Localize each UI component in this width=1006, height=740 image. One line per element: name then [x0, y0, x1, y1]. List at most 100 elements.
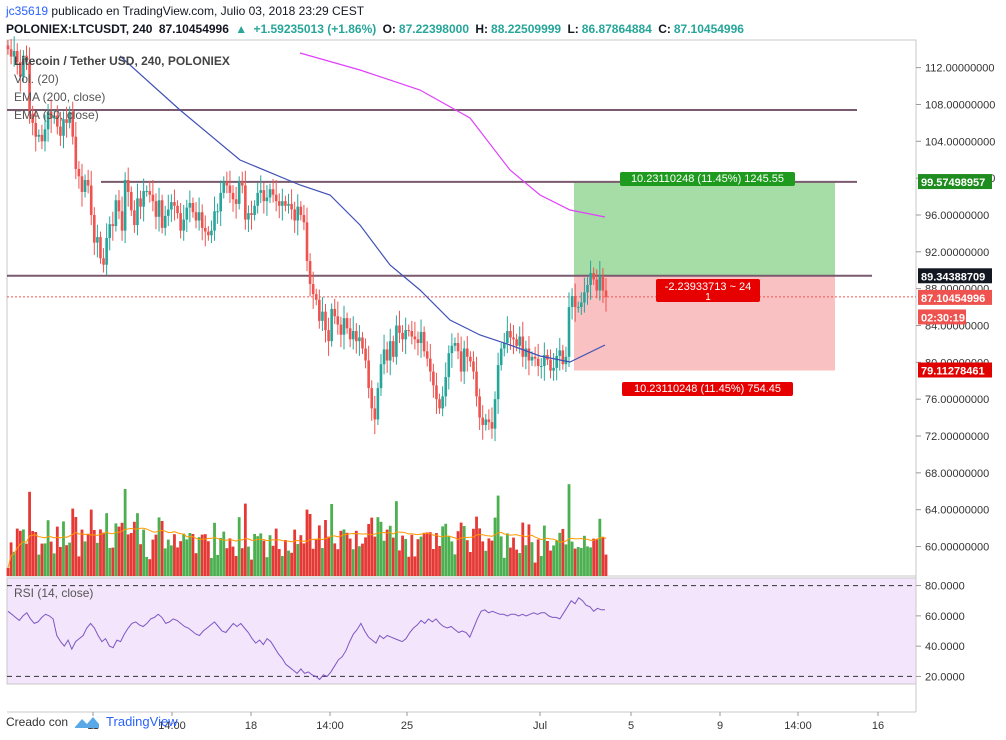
- candle-body: [475, 371, 478, 397]
- volume-bar: [472, 528, 475, 576]
- volume-bar: [102, 532, 105, 576]
- volume-bar: [530, 542, 534, 576]
- candle-body: [262, 190, 266, 202]
- volume-bar: [145, 557, 149, 576]
- candle-body: [154, 201, 158, 217]
- volume-bar: [370, 517, 374, 576]
- price-tag-box: [918, 268, 992, 284]
- volume-bar: [43, 543, 47, 576]
- volume-bar: [576, 547, 580, 576]
- candle-body: [40, 134, 44, 142]
- candle-body: [145, 191, 149, 193]
- candle-body: [83, 179, 87, 192]
- volume-bar: [49, 541, 53, 576]
- volume-bar: [219, 538, 223, 576]
- open-label: O:: [382, 22, 396, 36]
- volume-bar: [518, 553, 522, 576]
- candle-body: [428, 358, 432, 372]
- volume-bar: [55, 526, 59, 576]
- candle-body: [89, 185, 93, 215]
- candle-body: [339, 324, 343, 335]
- volume-bar: [83, 541, 87, 576]
- candle-body: [438, 399, 441, 409]
- volume-bar: [46, 520, 50, 576]
- volume-bar: [373, 536, 377, 576]
- candle-body: [524, 348, 528, 357]
- volume-bar: [160, 521, 164, 576]
- symbol-label: POLONIEX:LTCUSDT, 240: [6, 22, 153, 36]
- candle-body: [459, 351, 463, 372]
- created-with-text: Creado con: [6, 714, 69, 729]
- symbol-ohlc-line: POLONIEX:LTCUSDT, 240 87.10454996 ▲ +1.5…: [6, 22, 747, 36]
- publish-info: jc35619 publicado en TradingView.com, Ju…: [6, 4, 364, 18]
- candle-body: [576, 307, 580, 309]
- candle-body: [170, 202, 173, 210]
- volume-bar: [9, 542, 13, 576]
- candle-body: [435, 385, 438, 400]
- volume-bar: [203, 534, 207, 576]
- candle-body: [564, 356, 568, 365]
- volume-bar: [382, 540, 386, 576]
- volume-bar: [129, 533, 133, 576]
- candle-body: [487, 419, 491, 423]
- legend-ema50: EMA (50, close): [14, 108, 99, 122]
- x-tick-label: 14:00: [784, 720, 812, 732]
- candle-body: [59, 126, 62, 136]
- volume-bar: [105, 513, 109, 576]
- volume-bar: [68, 542, 72, 576]
- candle-body: [398, 325, 401, 333]
- volume-bar: [268, 535, 272, 576]
- volume-bar: [216, 555, 220, 576]
- author-link[interactable]: jc35619: [6, 4, 49, 18]
- candle-body: [126, 179, 130, 192]
- volume-bar: [512, 537, 515, 576]
- candle-body: [117, 200, 121, 212]
- volume-bar: [398, 550, 401, 576]
- y-tick-label: 104.00000000: [925, 136, 995, 148]
- candle-body: [432, 371, 435, 386]
- candle-body: [348, 328, 352, 340]
- candle-body: [490, 422, 494, 429]
- volume-bar: [25, 543, 28, 576]
- candle-body: [228, 185, 232, 193]
- candle-body: [308, 261, 312, 285]
- candle-body: [62, 119, 65, 136]
- tradingview-link[interactable]: TradingView: [106, 714, 178, 729]
- candle-body: [176, 205, 179, 214]
- legend-title: Litecoin / Tether USD, 240, POLONIEX: [14, 54, 230, 68]
- candle-body: [506, 331, 509, 343]
- candle-body: [284, 201, 287, 206]
- candle-body: [395, 325, 398, 357]
- candle-body: [166, 209, 170, 216]
- candle-body: [561, 350, 565, 365]
- price-tag-label: 87.10454996: [921, 293, 985, 305]
- candle-body: [512, 337, 515, 340]
- candle-body: [234, 199, 238, 204]
- price-tag-box: [918, 362, 992, 378]
- volume-bar: [601, 536, 605, 576]
- volume-bar: [237, 517, 241, 576]
- candle-body: [93, 214, 96, 243]
- volume-bar: [385, 529, 389, 576]
- volume-bar: [465, 540, 469, 576]
- volume-bar: [589, 547, 592, 576]
- candle-body: [114, 200, 118, 227]
- open-value: 87.22398000: [398, 22, 469, 36]
- candle-body: [539, 366, 543, 368]
- volume-bar: [253, 534, 256, 576]
- y-tick-label: 72.00000000: [925, 431, 989, 443]
- candle-body: [299, 206, 303, 215]
- candle-body: [453, 342, 457, 346]
- volume-bar: [546, 541, 549, 576]
- volume-bar: [296, 544, 300, 576]
- volume-bar: [570, 541, 574, 576]
- low-value: 86.87864884: [581, 22, 652, 36]
- legend-ema200: EMA (200, close): [14, 90, 106, 104]
- candle-body: [370, 388, 374, 409]
- candle-body: [401, 332, 404, 340]
- volume-bar: [552, 545, 555, 576]
- x-tick-label: 5: [628, 720, 634, 732]
- high-label: H:: [475, 22, 489, 36]
- volume-bar: [114, 523, 118, 576]
